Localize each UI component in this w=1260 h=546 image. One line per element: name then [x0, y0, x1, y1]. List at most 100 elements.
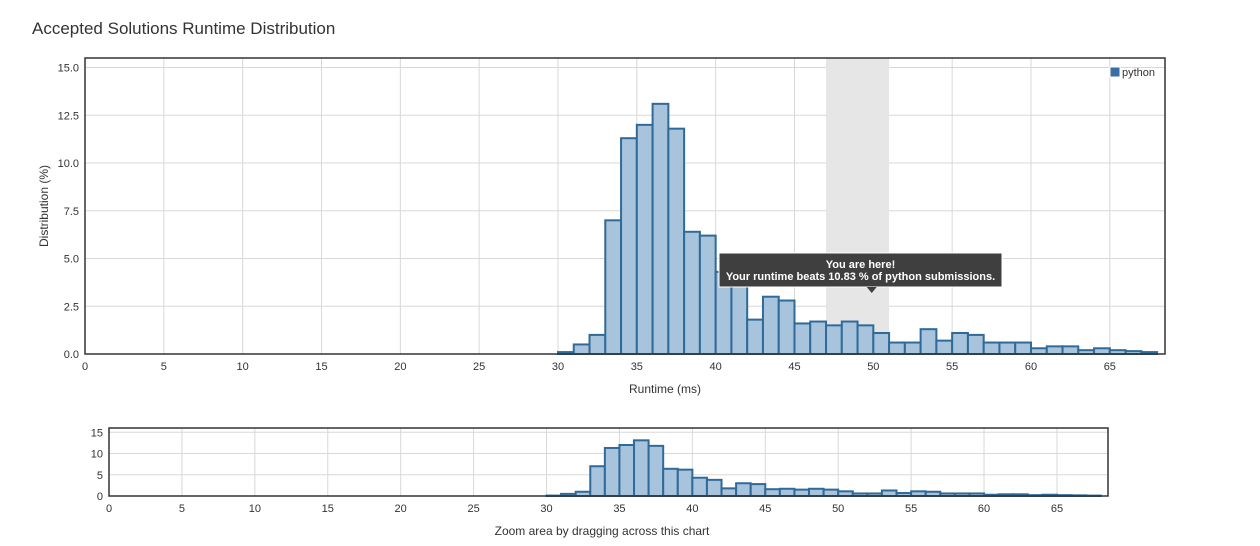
histogram-bar[interactable]: [662, 467, 679, 497]
y-axis-label: Distribution (%): [37, 165, 51, 247]
x-tick-label: 65: [1051, 503, 1063, 515]
histogram-bar[interactable]: [720, 487, 738, 498]
histogram-bar[interactable]: [1093, 347, 1111, 355]
you-are-here-tooltip: You are here! Your runtime beats 10.83 %…: [718, 252, 1003, 293]
tooltip-box: [718, 252, 1003, 288]
histogram-bar[interactable]: [793, 322, 812, 355]
histogram-bar[interactable]: [676, 468, 694, 497]
y-tick-label: 0: [97, 491, 103, 503]
histogram-bar[interactable]: [618, 444, 636, 497]
histogram-bar[interactable]: [998, 341, 1017, 355]
histogram-bar[interactable]: [1045, 345, 1064, 356]
histogram-bar[interactable]: [982, 341, 1001, 355]
x-tick-label: 10: [249, 503, 261, 515]
navigator-bars[interactable]: [545, 439, 1102, 498]
x-tick-label: 0: [82, 361, 88, 373]
histogram-bar[interactable]: [620, 137, 638, 355]
legend[interactable]: python: [1109, 66, 1155, 79]
y-tick-label: 0.0: [64, 349, 79, 361]
main-y-ticks: 0.0 2.5 5.0 7.5 10.0 12.5 15.0: [58, 63, 79, 361]
x-tick-label: 15: [315, 361, 327, 373]
x-tick-label: 40: [710, 361, 722, 373]
legend-label-python[interactable]: python: [1122, 67, 1155, 79]
zoom-hint-label: Zoom area by dragging across this chart: [495, 524, 710, 538]
x-tick-label: 25: [473, 361, 485, 373]
histogram-bar[interactable]: [635, 123, 654, 355]
y-tick-label: 12.5: [58, 110, 79, 122]
histogram-bar[interactable]: [698, 234, 717, 356]
histogram-bar[interactable]: [951, 331, 969, 356]
histogram-bar[interactable]: [683, 230, 701, 355]
navigator-x-ticks: 0 5 10 15 20 25 30 35 40 45 50 55 60 65: [106, 503, 1063, 515]
x-tick-label: 65: [1104, 361, 1116, 373]
navigator-frame[interactable]: [108, 427, 1109, 497]
histogram-bar[interactable]: [778, 487, 796, 497]
histogram-bar[interactable]: [1061, 345, 1080, 356]
histogram-bar[interactable]: [903, 341, 922, 355]
x-tick-label: 0: [106, 503, 112, 515]
y-tick-label: 5.0: [64, 254, 79, 266]
histogram-bar[interactable]: [1029, 347, 1048, 355]
histogram-bar[interactable]: [808, 487, 825, 497]
histogram-bar[interactable]: [647, 444, 665, 498]
x-tick-label: 5: [161, 361, 167, 373]
histogram-bar[interactable]: [777, 299, 796, 355]
y-tick-label: 2.5: [64, 301, 79, 313]
histogram-bar[interactable]: [572, 343, 591, 355]
tooltip-line-2: Your runtime beats 10.83 % of python sub…: [726, 271, 995, 283]
x-tick-label: 30: [540, 503, 552, 515]
x-tick-label: 55: [946, 361, 958, 373]
histogram-bar[interactable]: [735, 482, 752, 497]
x-tick-label: 60: [978, 503, 990, 515]
histogram-bar[interactable]: [633, 439, 650, 498]
histogram-bar[interactable]: [793, 488, 811, 497]
x-tick-label: 30: [552, 361, 564, 373]
histogram-bar[interactable]: [604, 219, 623, 355]
histogram-bar[interactable]: [840, 320, 859, 356]
histogram-bar[interactable]: [588, 333, 607, 356]
histogram-bar[interactable]: [880, 489, 898, 498]
histogram-bar[interactable]: [761, 295, 780, 356]
histogram-bar[interactable]: [589, 465, 606, 497]
histogram-bar[interactable]: [919, 328, 938, 355]
x-tick-label: 15: [322, 503, 334, 515]
x-tick-label: 25: [467, 503, 479, 515]
histogram-bar[interactable]: [825, 324, 843, 355]
y-tick-label: 7.5: [64, 206, 79, 218]
histogram-bar[interactable]: [935, 339, 954, 356]
navigator-y-ticks: 0 5 10 15: [91, 427, 103, 503]
histogram-bar[interactable]: [764, 488, 781, 498]
histogram-bar[interactable]: [730, 280, 749, 355]
histogram-bar[interactable]: [667, 127, 686, 355]
histogram-bar[interactable]: [749, 483, 767, 498]
tooltip-pointer: [866, 287, 877, 293]
main-x-ticks: 0 5 10 15 20 25 30 35 40 45 50 55 60 65: [82, 361, 1116, 373]
histogram-bar[interactable]: [856, 324, 875, 355]
histogram-bar[interactable]: [872, 331, 891, 356]
x-tick-label: 45: [759, 503, 771, 515]
x-tick-label: 20: [394, 361, 406, 373]
x-tick-label: 20: [395, 503, 407, 515]
histogram-bar[interactable]: [888, 341, 906, 355]
histogram-bar[interactable]: [809, 320, 828, 356]
x-tick-label: 45: [788, 361, 800, 373]
histogram-bar[interactable]: [746, 318, 764, 355]
histogram-bar[interactable]: [705, 478, 723, 498]
x-axis-label: Runtime (ms): [629, 382, 701, 396]
main-plot-frame: [84, 57, 1166, 355]
histogram-bar[interactable]: [822, 488, 840, 497]
histogram-bar[interactable]: [691, 476, 708, 498]
x-tick-label: 5: [179, 503, 185, 515]
histogram-bar[interactable]: [651, 102, 670, 355]
histogram-bar[interactable]: [603, 446, 621, 498]
y-tick-label: 15: [91, 427, 103, 439]
histogram-bar[interactable]: [966, 333, 985, 356]
y-tick-label: 10: [91, 449, 103, 461]
legend-swatch-python[interactable]: [1109, 66, 1121, 78]
x-tick-label: 60: [1025, 361, 1037, 373]
chart-title: Accepted Solutions Runtime Distribution: [32, 19, 336, 38]
histogram-bar[interactable]: [1014, 341, 1032, 355]
x-tick-label: 10: [237, 361, 249, 373]
x-tick-label: 40: [686, 503, 698, 515]
